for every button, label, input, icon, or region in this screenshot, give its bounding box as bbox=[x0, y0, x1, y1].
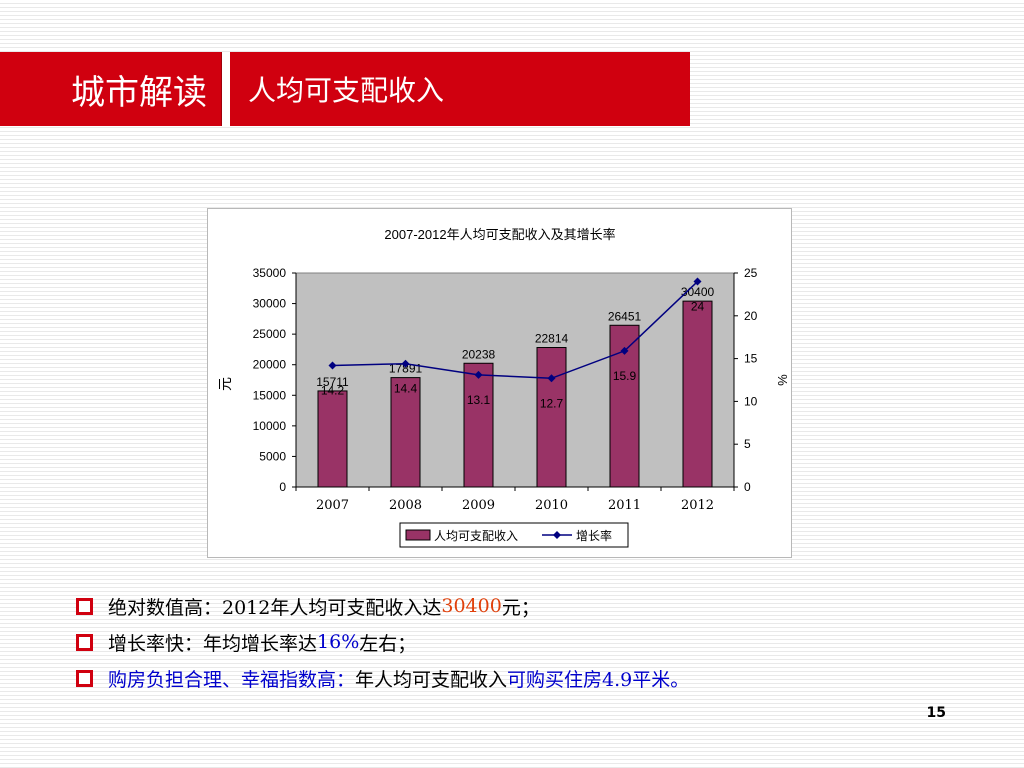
bar-2007 bbox=[317, 390, 348, 488]
x-tick-label: 2010 bbox=[535, 498, 568, 513]
bar-value-label: 20238 bbox=[462, 347, 496, 361]
bullet-text-0-a: 绝对数值高：2012年人均可支配收入达 bbox=[108, 596, 442, 619]
title-divider bbox=[222, 52, 230, 126]
bar-2008 bbox=[390, 377, 421, 488]
growth-rate-point bbox=[620, 346, 629, 355]
y-tick-label: 25000 bbox=[253, 327, 287, 341]
x-tick-label: 2011 bbox=[608, 498, 641, 513]
income-chart: 2007-2012年人均可支配收入及其增长率 0 5000 10000 15000 200… bbox=[207, 208, 792, 558]
chart-svg: 2007-2012年人均可支配收入及其增长率050001000015000200… bbox=[218, 227, 790, 548]
growth-rate-label: 14.4 bbox=[394, 382, 418, 396]
topic-title: 人均可支配收入 bbox=[230, 52, 690, 126]
growth-rate-point bbox=[328, 361, 337, 370]
growth-rate-line bbox=[332, 281, 699, 380]
bullet-text-0-b: 30400 bbox=[441, 595, 502, 617]
bullet-item: 购房负担合理、幸福指数高： 年人均可支配收入 可购买住房4.9平米。 bbox=[76, 660, 976, 696]
y-tick-label: 5000 bbox=[259, 449, 286, 463]
y2-tick-label: 0 bbox=[744, 480, 751, 494]
y2-tick-label: 25 bbox=[744, 266, 758, 280]
y2-axis-title: % bbox=[775, 374, 790, 386]
growth-rate-label: 14.2 bbox=[321, 383, 345, 397]
bullet-item: 增长率快：年均增长率达 16% 左右； bbox=[76, 624, 976, 660]
legend-box bbox=[399, 522, 629, 548]
section-title: 城市解读 bbox=[0, 52, 222, 126]
growth-rate-point bbox=[547, 374, 556, 383]
bar-value-label: 15711 bbox=[316, 375, 349, 389]
bar-value-label: 26451 bbox=[608, 309, 642, 323]
bullet-text-1-a: 增长率快：年均增长率达 bbox=[108, 632, 318, 655]
x-tick-label: 2009 bbox=[462, 498, 495, 513]
growth-rate-label: 13.1 bbox=[467, 393, 491, 407]
growth-rate-point bbox=[401, 359, 410, 368]
growth-rate-point bbox=[693, 277, 702, 286]
page-number: 15 bbox=[926, 705, 946, 721]
growth-rate-label: 24 bbox=[691, 300, 705, 314]
growth-rate-label: 15.9 bbox=[613, 369, 637, 383]
bar-value-label: 22814 bbox=[535, 332, 569, 346]
legend-bar-label: 人均可支配收入 bbox=[434, 529, 518, 543]
plot-area bbox=[295, 272, 735, 488]
legend-line-marker bbox=[553, 531, 561, 539]
bullet-marker-icon bbox=[76, 597, 93, 615]
y-tick-label: 0 bbox=[279, 480, 286, 494]
y-tick-label: 30000 bbox=[253, 297, 287, 311]
y2-tick-label: 15 bbox=[744, 352, 758, 366]
bullet-marker-icon bbox=[76, 633, 93, 651]
x-tick-label: 2008 bbox=[389, 498, 422, 513]
bullet-text-2-a: 购房负担合理、幸福指数高： bbox=[108, 668, 356, 691]
bar-2010 bbox=[536, 347, 567, 488]
y-tick-label: 15000 bbox=[253, 388, 287, 402]
y-tick-label: 20000 bbox=[253, 358, 287, 372]
y2-tick-label: 5 bbox=[744, 437, 751, 451]
x-tick-label: 2007 bbox=[316, 498, 349, 513]
y2-tick-label: 20 bbox=[744, 309, 758, 323]
bullet-text-2-b: 年人均可支配收入 bbox=[355, 668, 508, 691]
y-tick-label: 10000 bbox=[253, 419, 287, 433]
legend-bar-swatch bbox=[405, 529, 431, 541]
y-tick-label: 35000 bbox=[253, 266, 287, 280]
growth-rate-point bbox=[474, 370, 483, 379]
bullet-item: 绝对数值高：2012年人均可支配收入达 30400 元； bbox=[76, 588, 976, 624]
chart-title: 2007-2012年人均可支配收入及其增长率 bbox=[384, 227, 615, 242]
growth-rate-label: 12.7 bbox=[540, 396, 564, 410]
y-axis-title: 元 bbox=[218, 377, 234, 391]
y2-tick-label: 10 bbox=[744, 394, 758, 408]
x-tick-label: 2012 bbox=[681, 498, 714, 513]
bullet-list: 绝对数值高：2012年人均可支配收入达 30400 元； 增长率快：年均增长率达 16… bbox=[76, 588, 976, 696]
bar-2009 bbox=[463, 362, 494, 488]
bullet-marker-icon bbox=[76, 669, 93, 687]
bullet-text-2-c: 可购买住房4.9平米。 bbox=[507, 668, 690, 691]
bar-2012 bbox=[682, 300, 713, 488]
bullet-text-1-b: 16% bbox=[317, 631, 360, 653]
legend-line-label: 增长率 bbox=[576, 528, 612, 543]
bullet-text-1-c: 左右； bbox=[359, 632, 417, 655]
bullet-text-0-c: 元； bbox=[501, 596, 540, 619]
